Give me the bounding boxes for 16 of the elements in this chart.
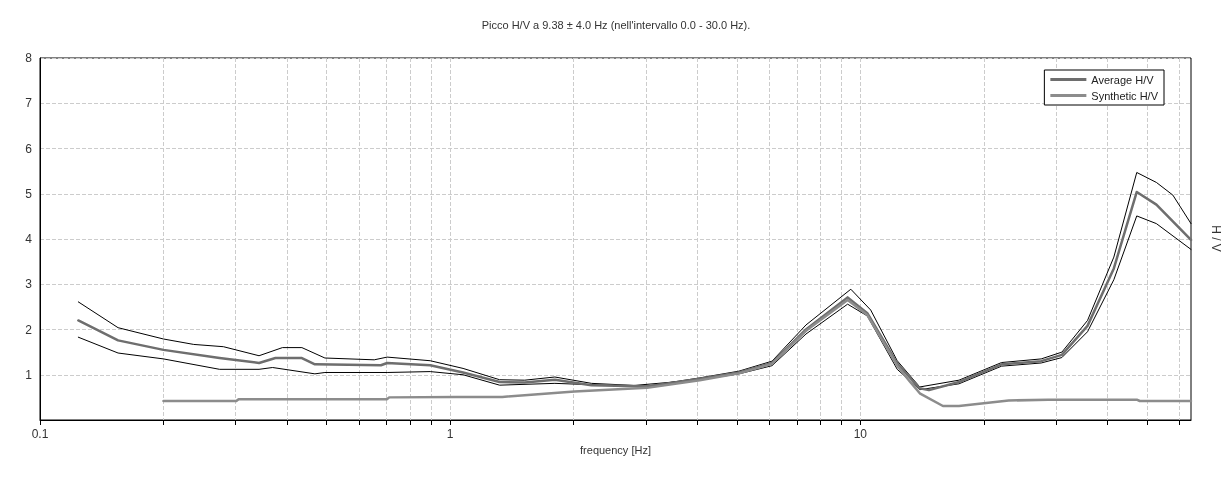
y-tick-label: 7	[25, 96, 33, 111]
chart-title: Picco H/V a 9.38 ± 4.0 Hz (nell'intervallo 0.0 - 30.0 Hz).	[481, 18, 751, 31]
y-tick-label: 2	[25, 322, 33, 337]
y-tick-label: 6	[25, 141, 33, 156]
legend-label: Average H/V	[1091, 73, 1155, 86]
y-axis-title: H / V	[1209, 225, 1223, 252]
y-tick-label: 5	[25, 186, 33, 201]
y-tick-label: 4	[25, 232, 33, 246]
x-tick-label: 0.1	[31, 427, 49, 441]
x-tick-label: 1	[446, 427, 454, 441]
legend-label: Synthetic H/V	[1091, 89, 1159, 102]
y-tick-label: 8	[25, 51, 33, 65]
y-tick-label: 1	[25, 367, 33, 382]
x-tick-label: 10	[853, 427, 868, 441]
y-tick-label: 3	[25, 277, 33, 292]
x-axis-title: frequency [Hz]	[580, 444, 651, 457]
